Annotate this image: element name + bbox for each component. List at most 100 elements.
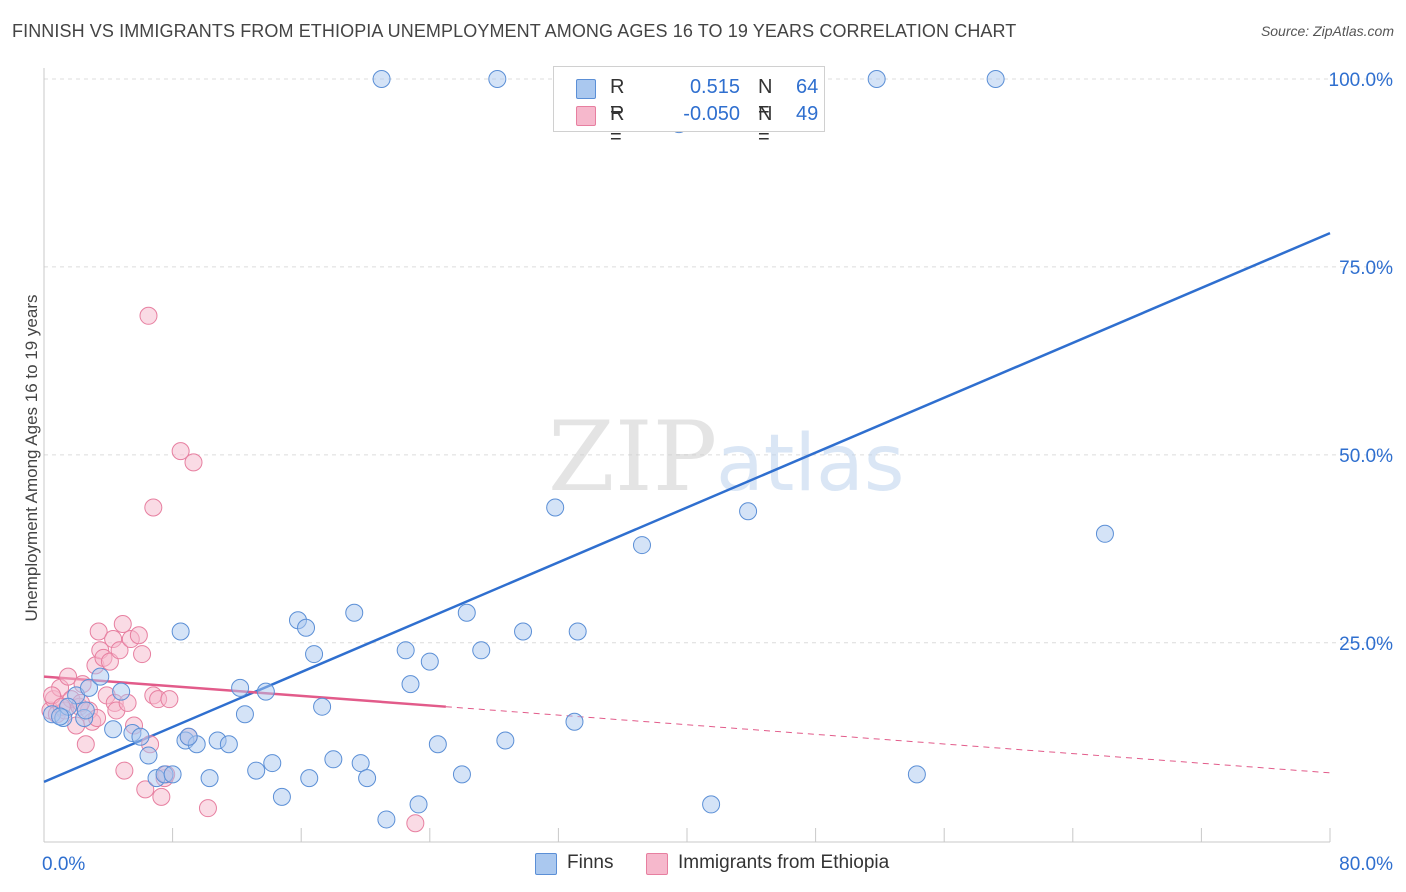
ethiopia-point — [160, 690, 179, 709]
finns-point — [76, 701, 95, 720]
grid-lines — [44, 78, 1392, 644]
finns-point — [428, 735, 447, 754]
y-tick-label: 25.0% — [1339, 634, 1393, 655]
ethiopia-point — [136, 780, 155, 799]
trend-lines — [43, 231, 1331, 784]
ethiopia-point — [144, 498, 163, 517]
finns-point — [272, 787, 291, 806]
legend-r-value: -0.050 — [683, 103, 740, 125]
finns-point — [632, 536, 651, 555]
ethiopia-point — [59, 667, 78, 686]
legend-n-label: N = — [758, 76, 773, 121]
finns-point — [305, 645, 324, 664]
finns-point — [514, 622, 533, 641]
finns-point — [171, 622, 190, 641]
finns-point — [568, 622, 587, 641]
finns-point — [104, 720, 123, 739]
watermark-zip: ZIP — [548, 401, 717, 513]
finns-swatch — [576, 79, 596, 99]
ethiopia-swatch — [576, 106, 596, 126]
finns-point — [409, 795, 428, 814]
ethiopia-point — [89, 622, 108, 641]
legend-n-value: 64 — [796, 76, 819, 98]
ethiopia-legend-label: Immigrants from Ethiopia — [678, 852, 890, 873]
legend-n-label: N = — [758, 103, 773, 148]
watermark: ZIP atlas — [548, 401, 905, 513]
finns-point — [112, 682, 131, 701]
legend-r-label: R = — [610, 76, 625, 121]
finns-point — [377, 810, 396, 829]
finns-point — [235, 705, 254, 724]
finns-point — [907, 765, 926, 784]
finns-point — [345, 603, 364, 622]
finns-point — [80, 678, 99, 697]
ethiopia-point — [113, 615, 132, 633]
finns-point — [200, 769, 219, 788]
finns-point — [546, 498, 565, 517]
finns-point — [163, 765, 182, 784]
x-tick-label: 80.0% — [1339, 854, 1393, 875]
x-tick-labels: 0.0% 80.0% — [42, 854, 1393, 875]
source-label: Source: ZipAtlas.com — [1260, 23, 1394, 39]
y-tick-label: 75.0% — [1339, 258, 1393, 279]
finns-legend-swatch — [535, 853, 557, 875]
finns-point — [488, 70, 507, 88]
finns-point — [702, 795, 721, 814]
finns-point — [179, 727, 198, 746]
ethiopia-point — [184, 453, 203, 472]
watermark-atlas: atlas — [716, 419, 905, 509]
finns-point — [986, 70, 1005, 88]
finns-point — [263, 754, 282, 773]
ethiopia-point — [171, 442, 190, 461]
ethiopia-point — [115, 761, 134, 780]
finns-point — [496, 731, 515, 750]
finns-point — [300, 769, 319, 788]
ethiopia-point — [139, 306, 158, 325]
x-tick-label: 0.0% — [42, 854, 85, 875]
finns-point — [420, 652, 439, 671]
finns-point — [313, 697, 332, 716]
finns-points — [43, 70, 1114, 829]
finns-point — [401, 675, 420, 694]
finns-point — [91, 667, 110, 686]
ethiopia-points — [41, 306, 425, 833]
legend-n-value: 49 — [796, 103, 819, 125]
finns-point — [231, 678, 250, 697]
finns-point — [297, 618, 316, 637]
ethiopia-point — [152, 787, 171, 806]
y-tick-label: 50.0% — [1339, 446, 1393, 467]
ethiopia-point — [406, 814, 425, 833]
finns-legend-label: Finns — [567, 852, 614, 873]
finns-point — [219, 735, 238, 754]
chart-title: FINNISH VS IMMIGRANTS FROM ETHIOPIA UNEM… — [12, 21, 1017, 41]
legend-r-value: 0.515 — [689, 76, 740, 98]
ethiopia-point — [129, 626, 148, 645]
ethiopia-point — [76, 735, 95, 754]
finns-point — [452, 765, 471, 784]
finns-trend-line — [43, 231, 1331, 784]
legend-r-label: R = — [610, 103, 625, 148]
ethiopia-point — [110, 641, 129, 660]
stats-legend: R = 0.515 N = 64 R = -0.050 N = 49 — [553, 66, 825, 148]
ethiopia-point — [133, 645, 152, 664]
finns-point — [565, 712, 584, 731]
finns-point — [396, 641, 415, 660]
finns-point — [457, 603, 476, 622]
finns-point — [867, 70, 886, 88]
y-axis-title: Unemployment Among Ages 16 to 19 years — [22, 295, 41, 622]
finns-point — [358, 769, 377, 788]
finns-point — [472, 641, 491, 660]
ethiopia-point — [198, 799, 217, 818]
finns-point — [131, 727, 150, 746]
y-tick-label: 100.0% — [1329, 70, 1394, 91]
finns-point — [372, 70, 391, 88]
finns-point — [256, 682, 275, 701]
finns-point — [351, 754, 370, 773]
finns-point — [51, 707, 70, 726]
ethiopia-legend-swatch — [646, 853, 668, 875]
finns-point — [139, 746, 158, 765]
finns-point — [324, 750, 343, 769]
ethiopia-trend-line — [445, 706, 1331, 774]
finns-point — [739, 502, 758, 521]
